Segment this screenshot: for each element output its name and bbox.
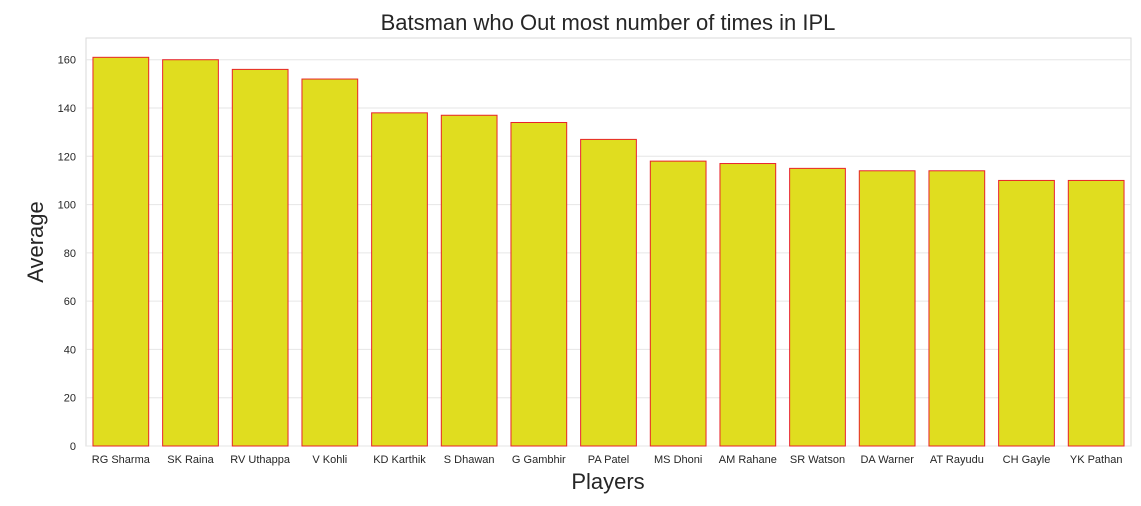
y-tick-label: 40 xyxy=(64,344,76,356)
x-axis-label: Players xyxy=(571,469,644,494)
x-tick-label: AM Rahane xyxy=(719,454,777,466)
y-tick-label: 140 xyxy=(58,103,76,115)
bar xyxy=(301,78,359,447)
bar xyxy=(998,179,1055,447)
x-tick-label: KD Karthik xyxy=(373,454,426,466)
x-tick-label: RG Sharma xyxy=(92,454,151,466)
bar xyxy=(162,59,219,447)
bars xyxy=(92,56,1125,447)
bar xyxy=(580,138,637,447)
bar xyxy=(649,160,707,447)
y-tick-label: 120 xyxy=(58,151,76,163)
y-axis-ticks: 0 20 40 60 80 100 120 140 160 xyxy=(58,55,76,453)
bar xyxy=(510,121,568,447)
y-tick-label: 20 xyxy=(64,393,76,405)
x-tick-label: MS Dhoni xyxy=(654,454,702,466)
y-tick-label: 160 xyxy=(58,55,76,67)
y-tick-label: 0 xyxy=(70,441,76,453)
y-axis-label: Average xyxy=(23,201,48,283)
x-tick-label: PA Patel xyxy=(588,454,629,466)
bar xyxy=(371,112,428,447)
bar xyxy=(92,56,150,447)
bar xyxy=(231,68,289,447)
chart-title: Batsman who Out most number of times in … xyxy=(381,10,836,35)
x-tick-label: DA Warner xyxy=(860,454,914,466)
y-tick-label: 100 xyxy=(58,200,76,212)
x-tick-label: SK Raina xyxy=(167,454,214,466)
y-tick-label: 80 xyxy=(64,248,76,260)
bar xyxy=(928,170,986,447)
x-tick-label: V Kohli xyxy=(312,454,347,466)
bar xyxy=(719,163,777,447)
bar xyxy=(858,170,916,447)
x-tick-label: AT Rayudu xyxy=(930,454,984,466)
bar xyxy=(1067,179,1125,447)
bar xyxy=(440,114,498,447)
bar xyxy=(789,167,846,447)
x-tick-label: G Gambhir xyxy=(512,454,566,466)
x-tick-label: YK Pathan xyxy=(1070,454,1123,466)
y-tick-label: 60 xyxy=(64,296,76,308)
x-tick-label: S Dhawan xyxy=(444,454,495,466)
x-axis-ticks: RG Sharma SK Raina RV Uthappa V Kohli KD Kar… xyxy=(92,454,1123,466)
x-tick-label: CH Gayle xyxy=(1003,454,1051,466)
x-tick-label: SR Watson xyxy=(790,454,845,466)
x-tick-label: RV Uthappa xyxy=(230,454,291,466)
